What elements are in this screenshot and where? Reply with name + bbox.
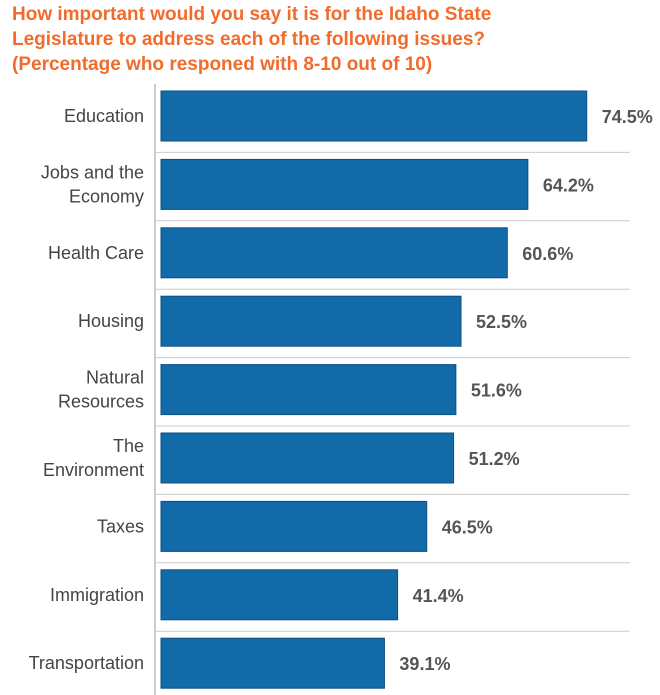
chart-title: How important would you say it is for th… (12, 2, 652, 77)
value-label: 41.4% (413, 586, 464, 606)
category-label: Natural (86, 368, 144, 388)
category-label: The (113, 436, 144, 456)
category-label: Environment (43, 460, 144, 480)
value-label: 46.5% (442, 517, 493, 537)
bar (160, 637, 385, 689)
value-label: 60.6% (522, 244, 573, 264)
category-label: Jobs and the (41, 162, 144, 182)
bar (160, 432, 455, 484)
bar (160, 364, 457, 416)
category-label: Housing (78, 311, 144, 331)
chart-title-line-1: How important would you say it is for th… (12, 4, 492, 25)
category-label: Transportation (29, 653, 144, 673)
value-label: 51.6% (471, 381, 522, 401)
bar (160, 158, 529, 210)
value-label: 74.5% (602, 107, 653, 127)
bar (160, 90, 588, 142)
category-label: Resources (58, 392, 144, 412)
category-label: Education (64, 106, 144, 126)
category-label: Taxes (97, 516, 144, 536)
chart-title-line-2: Legislature to address each of the follo… (12, 29, 485, 50)
bar (160, 500, 428, 552)
category-label: Immigration (50, 585, 144, 605)
value-label: 51.2% (469, 449, 520, 469)
category-label: Health Care (48, 243, 144, 263)
bar (160, 569, 399, 621)
bar (160, 227, 508, 279)
value-label: 52.5% (476, 312, 527, 332)
category-label: Economy (69, 186, 144, 206)
chart-title-line-3: (Percentage who responed with 8-10 out o… (12, 54, 433, 75)
bar (160, 295, 462, 347)
value-label: 64.2% (543, 175, 594, 195)
value-label: 39.1% (399, 654, 450, 674)
